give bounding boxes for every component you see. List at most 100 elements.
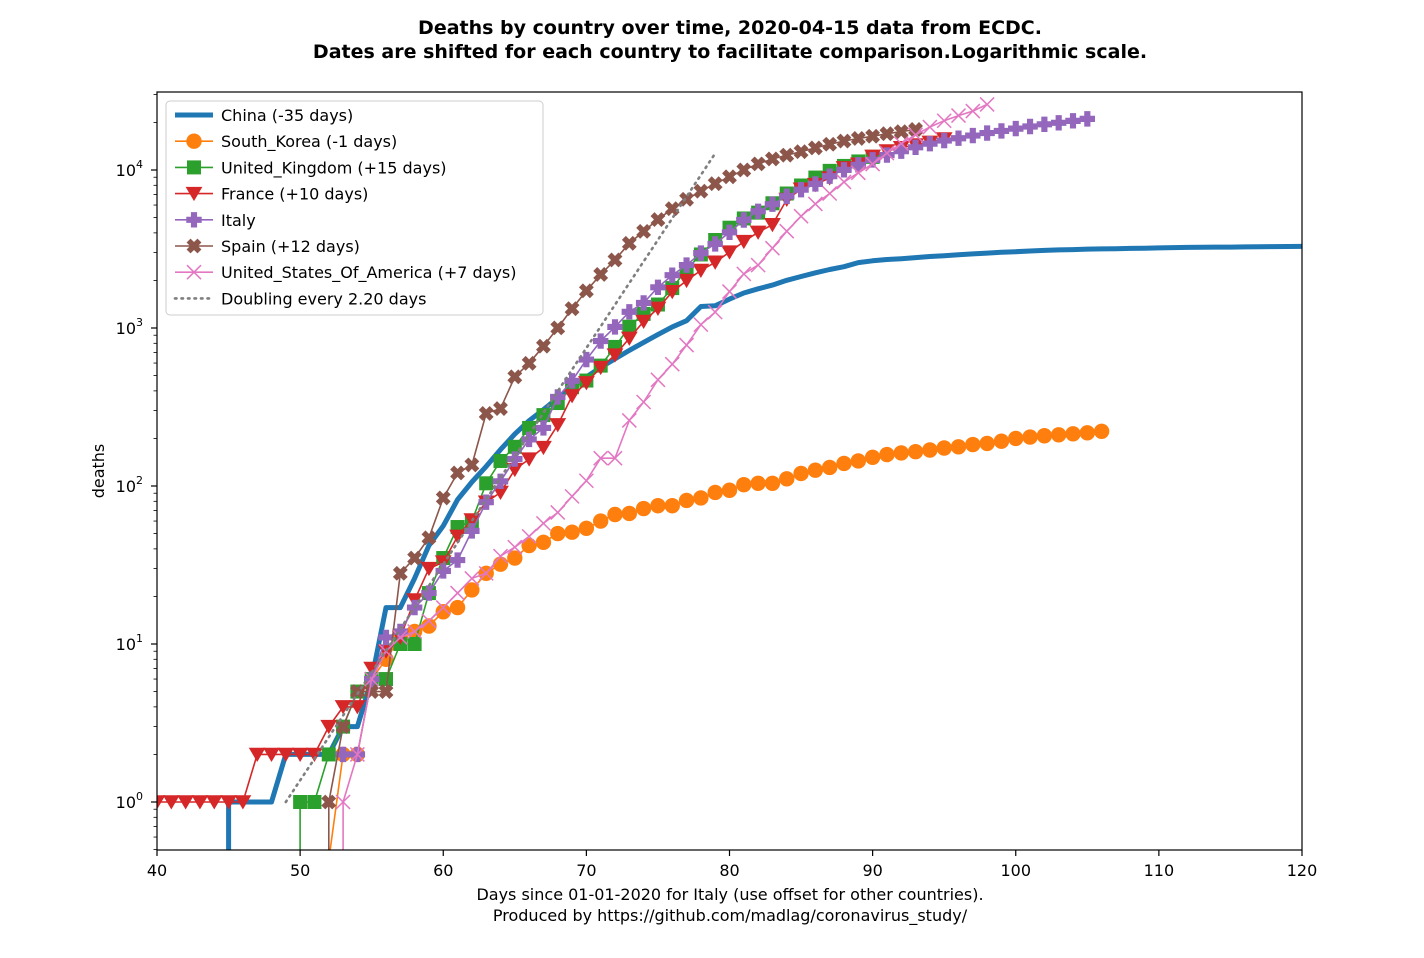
- data-point: [663, 285, 681, 300]
- data-point: [749, 225, 767, 240]
- data-point: [779, 147, 795, 163]
- x-tick-label: 60: [433, 861, 453, 880]
- data-point: [807, 462, 824, 478]
- data-point: [464, 570, 480, 586]
- data-point: [379, 672, 393, 687]
- data-point: [879, 446, 895, 463]
- data-point: [550, 525, 566, 542]
- data-point: [578, 520, 595, 536]
- data-point: [635, 500, 652, 517]
- series-line: [284, 152, 717, 804]
- data-point-stroke: [822, 185, 838, 202]
- data-point: [492, 485, 509, 501]
- data-point: [936, 113, 952, 129]
- data-point-stroke: [721, 284, 738, 300]
- data-point: [1093, 423, 1110, 439]
- data-point: [908, 127, 924, 143]
- data-point: [649, 301, 667, 316]
- data-point: [922, 135, 938, 152]
- legend-entry[interactable]: South_Korea (-1 days): [175, 132, 397, 152]
- data-point: [191, 795, 209, 810]
- data-point: [564, 488, 580, 504]
- data-point: [779, 188, 795, 204]
- data-point: [678, 257, 695, 273]
- data-point: [550, 504, 566, 520]
- data-point: [879, 147, 895, 163]
- data-point: [622, 319, 637, 334]
- data-point: [722, 169, 737, 185]
- data-point: [550, 320, 566, 336]
- data-point: [1050, 427, 1067, 443]
- data-point-stroke: [364, 671, 380, 687]
- data-point-stroke: [607, 450, 623, 466]
- data-point: [205, 795, 223, 810]
- data-point: [186, 238, 202, 254]
- data-point-stroke: [564, 488, 580, 504]
- data-point: [678, 492, 695, 509]
- data-point: [706, 255, 724, 270]
- data-point: [479, 476, 494, 491]
- data-point: [822, 136, 838, 152]
- data-point: [550, 389, 566, 405]
- data-point: [879, 126, 895, 142]
- data-point: [793, 465, 809, 482]
- data-point: [449, 552, 466, 568]
- y-tick-label: 103: [116, 316, 143, 338]
- data-point: [735, 234, 753, 250]
- data-point: [1036, 428, 1053, 444]
- data-point: [435, 563, 451, 579]
- x-tick-label: 40: [147, 861, 167, 880]
- data-point-stroke: [593, 450, 609, 466]
- legend: China (-35 days) South_Korea (-1 days) Uni…: [165, 100, 544, 316]
- data-point: [822, 185, 838, 202]
- x-tick-label: 50: [290, 861, 310, 880]
- data-point: [750, 257, 766, 273]
- data-point: [979, 435, 995, 452]
- legend-entry[interactable]: United_Kingdom (+15 days): [175, 158, 447, 178]
- series-united-states-of-america: [335, 96, 995, 850]
- data-point: [577, 376, 595, 391]
- data-point: [535, 515, 551, 531]
- data-point-stroke: [349, 746, 365, 762]
- legend-entry[interactable]: China (-35 days): [175, 106, 353, 125]
- data-point-stroke: [621, 412, 637, 428]
- data-point: [707, 176, 723, 192]
- data-point: [593, 267, 609, 282]
- data-point: [965, 436, 981, 453]
- data-point-stroke: [850, 165, 866, 181]
- data-point: [464, 523, 480, 539]
- legend-entry[interactable]: United_States_Of_America (+7 days): [175, 263, 517, 283]
- data-point-stroke: [908, 127, 924, 143]
- legend-entry[interactable]: Spain (+12 days): [175, 235, 360, 257]
- data-point: [635, 295, 652, 311]
- data-point: [650, 212, 666, 227]
- data-point: [1065, 113, 1081, 129]
- data-point: [764, 218, 781, 233]
- data-point: [636, 394, 652, 410]
- data-point: [721, 224, 738, 241]
- data-point-stroke: [578, 473, 594, 489]
- data-point: [187, 160, 201, 175]
- data-point: [621, 235, 637, 251]
- data-point: [407, 550, 423, 566]
- data-point-stroke: [879, 145, 895, 161]
- data-point-stroke: [335, 794, 351, 810]
- data-point: [320, 719, 338, 735]
- data-point: [421, 530, 437, 546]
- data-point: [507, 550, 523, 566]
- data-point: [521, 431, 537, 448]
- data-point: [879, 145, 895, 161]
- data-point-stroke: [836, 174, 852, 190]
- data-point: [578, 283, 594, 299]
- legend-entry[interactable]: Italy: [175, 211, 256, 230]
- data-point: [664, 201, 680, 217]
- data-point: [764, 475, 781, 492]
- data-point: [450, 585, 466, 601]
- data-point: [420, 561, 438, 577]
- data-point: [392, 629, 408, 645]
- data-point: [162, 795, 180, 810]
- legend-entry[interactable]: France (+10 days): [175, 185, 368, 204]
- data-point: [765, 151, 780, 167]
- data-point: [592, 333, 609, 349]
- legend-entry[interactable]: Doubling every 2.20 days: [173, 289, 426, 308]
